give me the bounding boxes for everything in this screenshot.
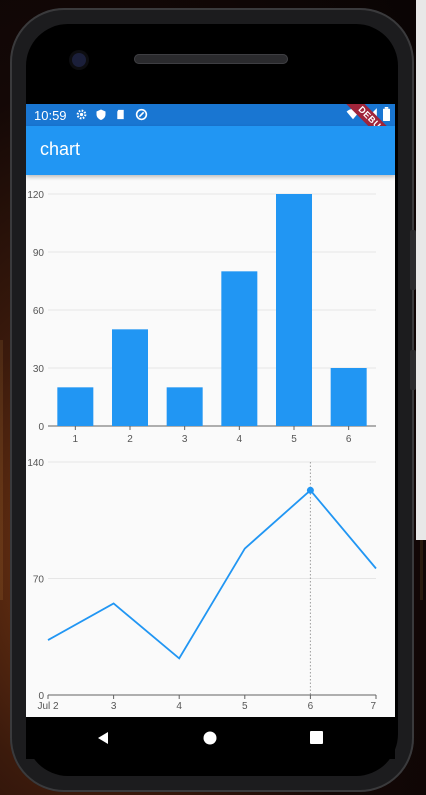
app-bar-title: chart (40, 139, 81, 159)
sd-card-icon (115, 108, 129, 122)
data-saver-icon (135, 108, 149, 122)
bar-x-tick-label: 6 (346, 434, 352, 445)
power-button (410, 350, 416, 390)
bar-y-tick-label: 0 (38, 422, 44, 433)
bar-x-tick-label: 3 (182, 434, 188, 445)
navigation-bar (26, 717, 395, 759)
line-x-tick-label: 3 (111, 701, 117, 712)
bar-y-tick-label: 30 (33, 364, 45, 375)
battery-icon (382, 107, 391, 124)
bar-x-tick-label: 1 (73, 434, 79, 445)
line-x-tick-label: 6 (308, 701, 314, 712)
line-y-tick-label: 140 (27, 458, 44, 469)
bar (57, 387, 94, 426)
line-series (47, 489, 377, 660)
bar-chart: 0 30 60 90 120 1 2 3 4 5 6 (27, 190, 376, 445)
bar-y-tick-label: 60 (33, 306, 45, 317)
bar-x-tick-label: 4 (237, 434, 243, 445)
bar-y-tick-label: 90 (33, 248, 45, 259)
shield-icon (95, 108, 109, 122)
volume-button (410, 230, 416, 290)
earpiece-speaker (134, 54, 288, 64)
highlighted-point (306, 486, 314, 494)
line-y-tick-label: 70 (33, 575, 45, 586)
line-chart[interactable]: 0 70 140 Jul 2 3 4 5 6 7 (26, 454, 395, 716)
status-bar: 10:59 (26, 104, 395, 126)
bar (330, 368, 367, 426)
line-x-tick-label: 4 (176, 701, 182, 712)
bar-y-tick-label: 120 (27, 190, 44, 201)
app-screen: 10:59 DEBUG chart 0 30 60 90 120 1 2 3 4 5 6 (26, 104, 395, 717)
bar (221, 271, 258, 426)
status-time: 10:59 (34, 107, 67, 123)
recents-icon[interactable] (310, 731, 323, 744)
line-x-tick-label: 5 (242, 701, 248, 712)
line-x-tick-label: Jul 2 (37, 701, 59, 712)
line-y-tick-label: 0 (38, 691, 44, 702)
background-window-edge (416, 0, 426, 540)
settings-icon (75, 108, 89, 122)
bar-x-tick-label: 2 (127, 434, 133, 445)
home-icon[interactable] (203, 731, 217, 745)
back-icon[interactable] (96, 731, 110, 745)
bar (112, 329, 148, 426)
bar (166, 387, 203, 426)
bar-x-tick-label: 5 (291, 434, 297, 445)
line-x-tick-label: 7 (370, 701, 376, 712)
app-bar: chart (26, 126, 395, 175)
front-camera (72, 53, 86, 67)
bar (276, 194, 312, 426)
